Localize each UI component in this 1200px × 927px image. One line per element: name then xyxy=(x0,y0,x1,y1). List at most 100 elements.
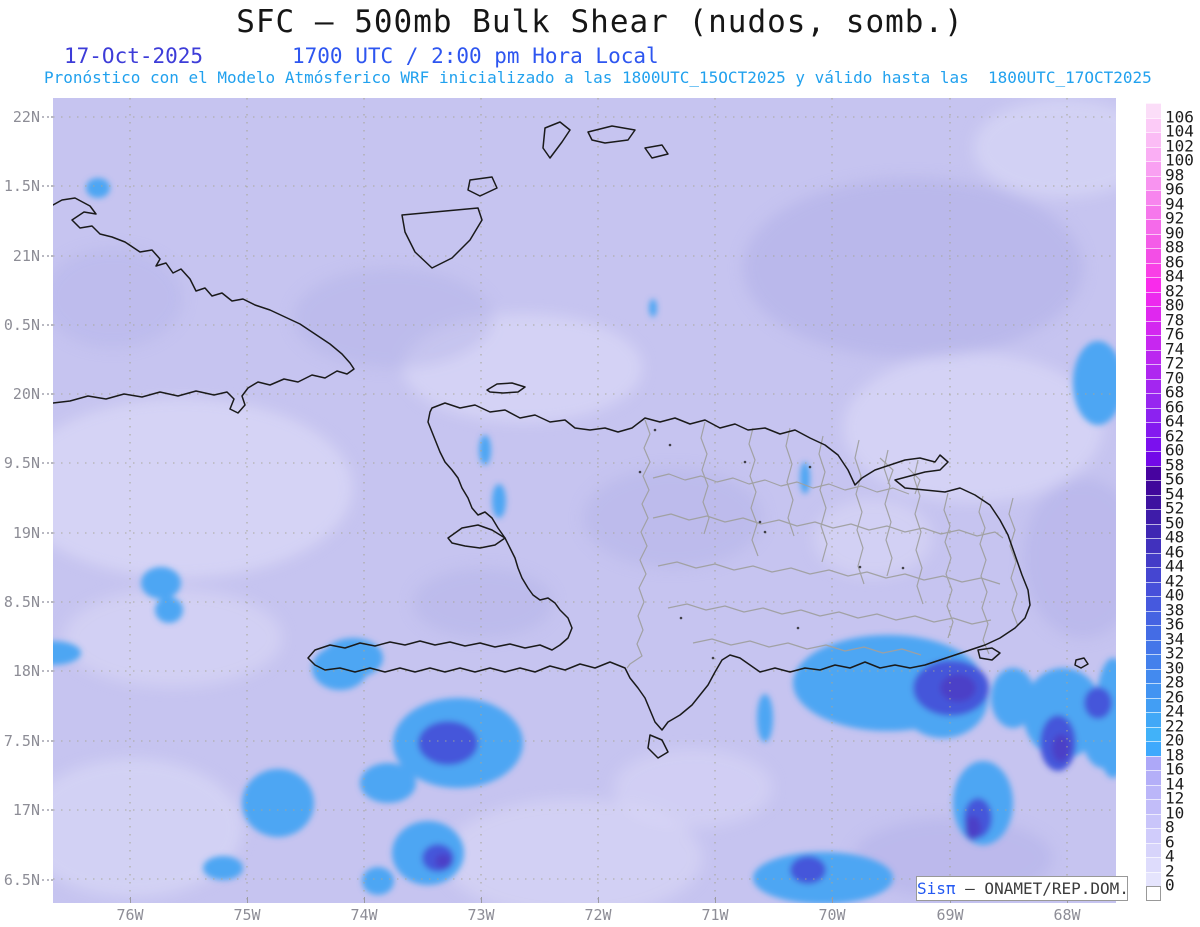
lat-tick xyxy=(42,532,53,534)
lon-tick xyxy=(364,897,365,903)
lat-tick xyxy=(42,255,53,257)
colorbar-label: 4 xyxy=(1165,846,1175,866)
city-dots xyxy=(638,428,905,660)
colorbar-cell xyxy=(1146,784,1161,799)
lat-tick xyxy=(42,601,53,603)
colorbar-label: 34 xyxy=(1165,629,1185,649)
little-inagua-island xyxy=(467,176,498,197)
lat-tick xyxy=(42,462,53,464)
colorbar-cell xyxy=(1146,552,1161,567)
colorbar-cell xyxy=(1146,378,1161,393)
colorbar-cell xyxy=(1146,349,1161,364)
lon-tick xyxy=(130,897,131,903)
gonave-island xyxy=(447,524,506,549)
colorbar-label: 42 xyxy=(1165,571,1185,591)
lon-tick xyxy=(481,897,482,903)
lon-label: 75W xyxy=(233,906,261,924)
colorbar-cell xyxy=(1146,175,1161,190)
colorbar-cell xyxy=(1146,567,1161,582)
lat-tick xyxy=(42,393,53,395)
colorbar-label: 104 xyxy=(1165,121,1194,141)
colorbar-label: 66 xyxy=(1165,397,1185,417)
colorbar-label: 54 xyxy=(1165,484,1185,504)
colorbar-cell xyxy=(1146,320,1161,335)
colorbar-label: 46 xyxy=(1165,542,1185,562)
colorbar-label: 48 xyxy=(1165,527,1185,547)
colorbar-cell xyxy=(1146,799,1161,814)
lon-tick xyxy=(247,897,248,903)
colorbar-label: 52 xyxy=(1165,498,1185,518)
colorbar-label: 36 xyxy=(1165,614,1185,634)
colorbar-cell xyxy=(1146,509,1161,524)
colorbar-label: 72 xyxy=(1165,353,1185,373)
colorbar-label: 100 xyxy=(1165,150,1194,170)
forecast-time: 1700 UTC / 2:00 pm Hora Local xyxy=(292,44,659,68)
lon-label: 69W xyxy=(936,906,964,924)
colorbar-cell xyxy=(1146,277,1161,292)
grid-lines xyxy=(53,98,1116,903)
colorbar-label: 88 xyxy=(1165,237,1185,257)
saona-island xyxy=(977,647,1001,661)
colorbar-label: 50 xyxy=(1165,513,1185,533)
lat-label: 19N xyxy=(12,524,40,542)
colorbar-label: 16 xyxy=(1165,759,1185,779)
colorbar-label: 106 xyxy=(1165,107,1194,127)
colorbar-cell xyxy=(1146,726,1161,741)
colorbar-label: 74 xyxy=(1165,339,1185,359)
beata-island xyxy=(647,734,669,759)
colorbar-label: 26 xyxy=(1165,687,1185,707)
colorbar-label: 2 xyxy=(1165,861,1175,881)
colorbar-cell xyxy=(1146,132,1161,147)
caicos-islands xyxy=(542,121,669,159)
colorbar-label: 56 xyxy=(1165,469,1185,489)
colorbar-cell xyxy=(1146,393,1161,408)
colorbar-cell xyxy=(1146,712,1161,727)
lon-label: 73W xyxy=(467,906,495,924)
colorbar-cell xyxy=(1146,204,1161,219)
map-canvas xyxy=(53,98,1116,903)
colorbar-label: 64 xyxy=(1165,411,1185,431)
colorbar-cell xyxy=(1146,161,1161,176)
colorbar-label: 62 xyxy=(1165,426,1185,446)
colorbar-cell xyxy=(1146,813,1161,828)
colorbar-label: 82 xyxy=(1165,281,1185,301)
tortue-island xyxy=(486,382,526,394)
watermark-brand: Sisπ xyxy=(917,879,956,898)
colorbar-cell xyxy=(1146,422,1161,437)
colorbar-cell xyxy=(1146,770,1161,785)
cuba-coastline xyxy=(53,197,355,414)
colorbar-label: 12 xyxy=(1165,788,1185,808)
lon-label: 70W xyxy=(818,906,846,924)
colorbar-label: 86 xyxy=(1165,252,1185,272)
colorbar-cell xyxy=(1146,103,1161,118)
lat-label: 22N xyxy=(12,108,40,126)
colorbar-cell xyxy=(1146,117,1161,132)
hispaniola-coastline xyxy=(307,402,1031,731)
colorbar-label: 96 xyxy=(1165,179,1185,199)
great-inagua-island xyxy=(401,207,483,269)
mona-island xyxy=(1074,657,1089,669)
lat-label: 9.5N xyxy=(3,454,40,472)
colorbar-label: 94 xyxy=(1165,194,1185,214)
colorbar-label: 32 xyxy=(1165,643,1185,663)
colorbar-cell xyxy=(1146,842,1161,857)
colorbar-label: 24 xyxy=(1165,701,1185,721)
colorbar-cell xyxy=(1146,697,1161,712)
forecast-model-line: Pronóstico con el Modelo Atmósferico WRF… xyxy=(44,68,1152,87)
colorbar-label: 90 xyxy=(1165,223,1185,243)
lat-label: 6.5N xyxy=(3,871,40,889)
colorbar-label: 8 xyxy=(1165,817,1175,837)
colorbar-cell xyxy=(1146,291,1161,306)
lat-label: 20N xyxy=(12,385,40,403)
lon-tick xyxy=(832,897,833,903)
lat-tick xyxy=(42,740,53,742)
watermark-org: – ONAMET/REP.DOM. xyxy=(955,879,1129,898)
colorbar-cell xyxy=(1146,219,1161,234)
colorbar-cell xyxy=(1146,262,1161,277)
colorbar-cell xyxy=(1146,407,1161,422)
colorbar-label: 0 xyxy=(1165,875,1175,895)
colorbar-cell xyxy=(1146,494,1161,509)
colorbar-label: 58 xyxy=(1165,455,1185,475)
colorbar-cell xyxy=(1146,857,1161,872)
lat-tick xyxy=(42,324,53,326)
